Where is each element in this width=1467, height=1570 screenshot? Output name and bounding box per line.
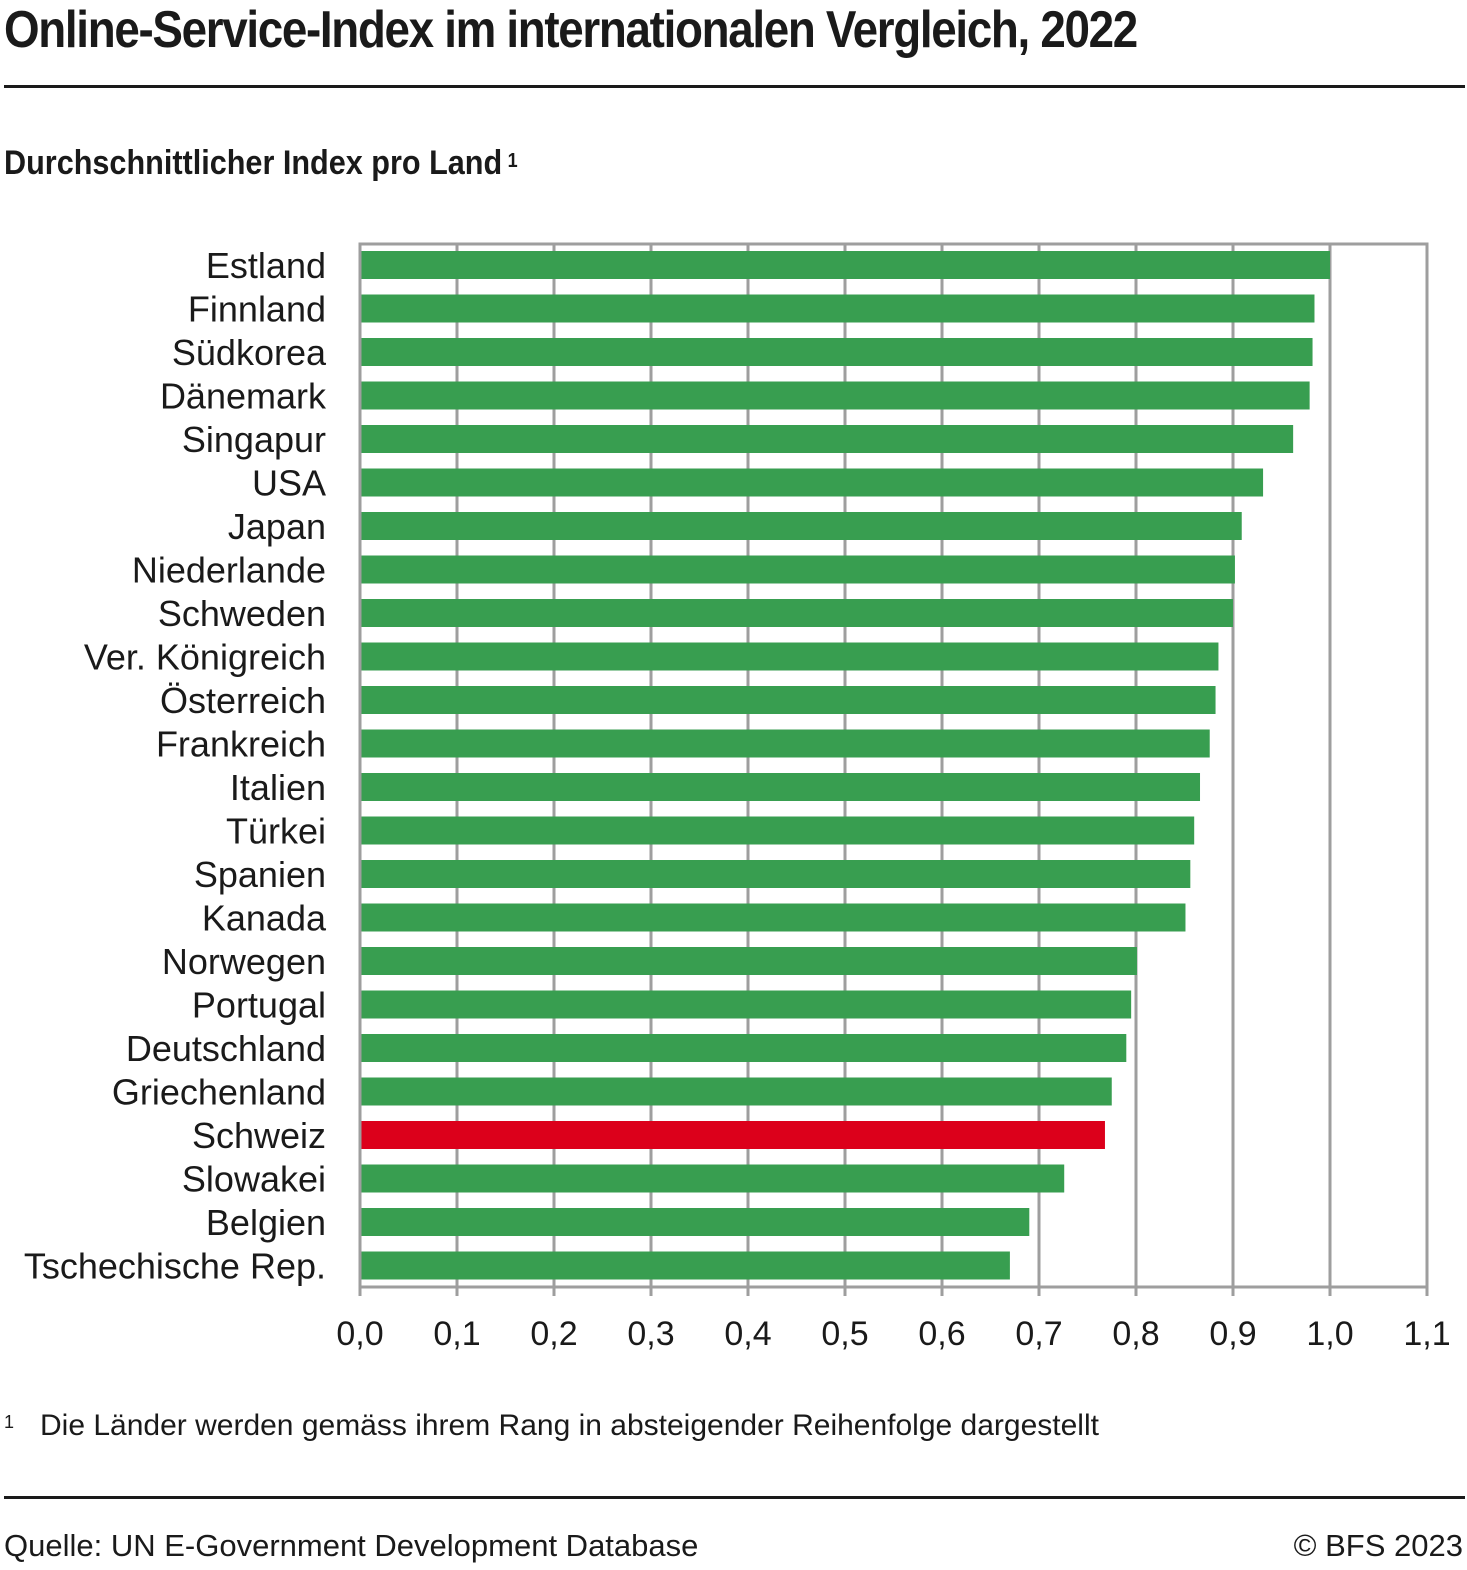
bar-kanada xyxy=(361,903,1186,932)
bar-tschechische-rep- xyxy=(361,1251,1010,1280)
title-divider xyxy=(4,85,1465,88)
bar-türkei xyxy=(361,816,1195,845)
footer-divider xyxy=(4,1496,1465,1499)
bar-finnland xyxy=(361,294,1315,323)
frame-layer xyxy=(358,242,1429,1289)
x-tick-label: 0,4 xyxy=(724,1315,771,1353)
bar-usa xyxy=(361,468,1264,497)
bar-singapur xyxy=(361,425,1294,453)
chart-subtitle: Durchschnittlicher Index pro Land 1 xyxy=(4,142,518,184)
x-tick-label: 1,1 xyxy=(1403,1315,1450,1353)
bar-spanien xyxy=(361,860,1191,888)
category-label: Griechenland xyxy=(112,1072,326,1113)
category-label: Italien xyxy=(230,767,326,808)
category-label: Österreich xyxy=(160,680,326,721)
copyright-text: © BFS 2023 xyxy=(1293,1528,1463,1563)
x-tick-label: 0,0 xyxy=(336,1315,383,1353)
bar-portugal xyxy=(361,990,1132,1019)
category-labels: EstlandFinnlandSüdkoreaDänemarkSingapurU… xyxy=(24,245,327,1287)
grid-layer xyxy=(358,244,1429,1296)
category-label: Frankreich xyxy=(156,724,326,765)
x-tick-label: 0,3 xyxy=(627,1315,674,1353)
category-label: Slowakei xyxy=(182,1159,326,1200)
category-label: Schweiz xyxy=(192,1115,326,1156)
category-label: Südkorea xyxy=(172,332,327,373)
category-label: Dänemark xyxy=(160,376,327,417)
category-label: Türkei xyxy=(226,811,326,852)
footnote-text: Die Länder werden gemäss ihrem Rang in a… xyxy=(40,1409,1099,1442)
bar-südkorea xyxy=(361,338,1313,366)
x-tick-label: 0,2 xyxy=(530,1315,577,1353)
category-label: Norwegen xyxy=(162,941,326,982)
category-label: Belgien xyxy=(206,1202,326,1243)
bar-norwegen xyxy=(361,947,1137,975)
subtitle-text: Durchschnittlicher Index pro Land xyxy=(4,144,503,182)
x-tick-label: 0,1 xyxy=(433,1315,480,1353)
x-tick-label: 0,7 xyxy=(1015,1315,1062,1353)
bar-chart: EstlandFinnlandSüdkoreaDänemarkSingapurU… xyxy=(24,242,1451,1353)
x-tick-label: 0,8 xyxy=(1112,1315,1159,1353)
category-label: Finnland xyxy=(188,289,326,330)
x-tick-label: 1,0 xyxy=(1306,1315,1353,1353)
category-label: Japan xyxy=(228,506,326,547)
category-label: Kanada xyxy=(202,898,327,939)
bar-frankreich xyxy=(361,729,1210,758)
bar-estland xyxy=(361,251,1330,279)
category-label: Niederlande xyxy=(132,550,326,591)
bar-ver-königreich xyxy=(361,642,1219,671)
bar-schweiz xyxy=(361,1121,1105,1149)
bar-schweden xyxy=(361,599,1233,627)
footnote: 1 Die Länder werden gemäss ihrem Rang in… xyxy=(4,1406,1099,1446)
category-label: Deutschland xyxy=(126,1028,326,1069)
bar-dänemark xyxy=(361,381,1310,410)
x-tick-label: 0,6 xyxy=(918,1315,965,1353)
bar-niederlande xyxy=(361,555,1235,584)
bar-layer xyxy=(361,251,1330,1280)
category-label: Spanien xyxy=(194,854,326,895)
x-tick-label: 0,9 xyxy=(1209,1315,1256,1353)
category-label: Singapur xyxy=(182,419,326,460)
footnote-mark: 1 xyxy=(4,1412,15,1432)
chart-title: Online-Service-Index im internationalen … xyxy=(4,1,1138,59)
bar-japan xyxy=(361,512,1242,540)
bar-slowakei xyxy=(361,1164,1065,1193)
bar-deutschland xyxy=(361,1034,1127,1062)
category-label: Estland xyxy=(206,245,326,286)
subtitle-footnote-mark: 1 xyxy=(507,150,518,172)
bar-griechenland xyxy=(361,1077,1112,1106)
bar-belgien xyxy=(361,1208,1030,1236)
category-label: Schweden xyxy=(158,593,326,634)
category-label: Tschechische Rep. xyxy=(24,1246,326,1287)
bar-österreich xyxy=(361,686,1216,714)
category-label: Ver. Königreich xyxy=(84,637,326,678)
source-text: Quelle: UN E-Government Development Data… xyxy=(4,1528,699,1563)
x-tick-labels: 0,0 0,1 0,2 0,3 0,4 0,5 0,6 0,7 0,8 0,9 1,0 1,1 xyxy=(336,1315,1450,1353)
category-label: Portugal xyxy=(192,985,326,1026)
bar-italien xyxy=(361,773,1201,801)
x-tick-label: 0,5 xyxy=(821,1315,868,1353)
category-label: USA xyxy=(252,463,326,504)
